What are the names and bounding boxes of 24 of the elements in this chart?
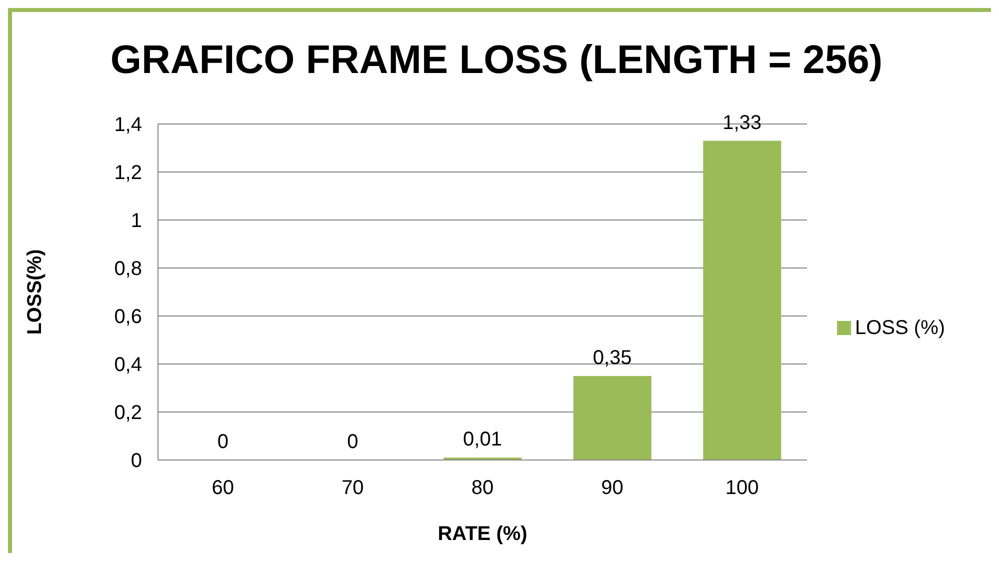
y-tick-label: 1 xyxy=(130,210,142,232)
x-tick-label: 60 xyxy=(212,477,234,500)
x-tick-label: 100 xyxy=(725,477,759,500)
legend-label: LOSS (%) xyxy=(855,316,946,338)
y-tick-label: 0,6 xyxy=(114,306,142,328)
y-tick-label: 0,8 xyxy=(114,258,142,280)
y-tick-label: 1,4 xyxy=(114,114,142,136)
data-label: 0,35 xyxy=(592,347,632,369)
bar xyxy=(703,140,782,460)
y-tick-label: 0 xyxy=(130,450,142,472)
x-tick-label: 80 xyxy=(471,477,494,500)
x-tick-label: 70 xyxy=(342,477,364,500)
data-label: 1,33 xyxy=(722,112,762,134)
y-tick-label: 0,2 xyxy=(114,402,142,424)
bar xyxy=(573,376,652,460)
x-tick-label: 90 xyxy=(601,477,624,500)
x-axis-title: RATE (%) xyxy=(438,523,528,545)
chart-title: GRAFICO FRAME LOSS (LENGTH = 256) xyxy=(109,36,884,84)
data-label: 0 xyxy=(217,431,228,453)
data-label: 0,01 xyxy=(463,428,502,451)
y-tick-label: 0,4 xyxy=(114,354,142,376)
y-axis-title: LOSS(%) xyxy=(24,249,46,335)
data-label: 0 xyxy=(347,431,358,453)
y-tick-label: 1,2 xyxy=(114,162,142,184)
